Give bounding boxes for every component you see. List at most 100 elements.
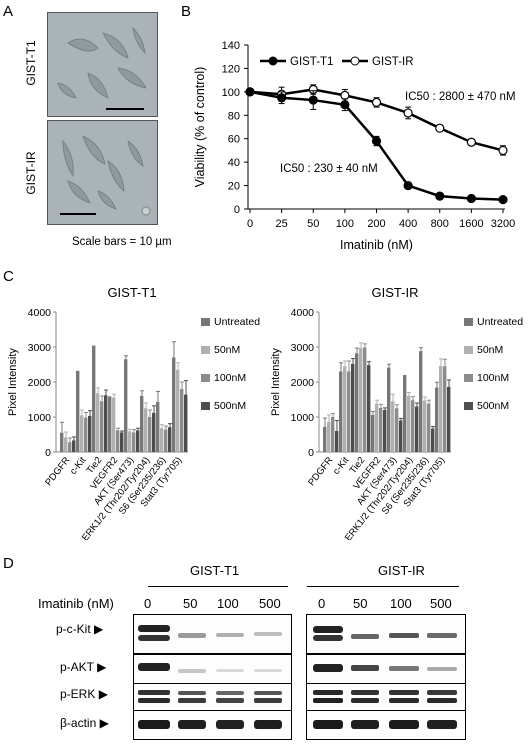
bar-500nm: [136, 430, 140, 452]
data-point-gist-ir: [340, 90, 350, 100]
bar-50nm: [80, 415, 84, 452]
dose-ir-0: 0: [318, 596, 326, 611]
bar-500nm: [152, 412, 156, 452]
bar-untreated: [371, 414, 375, 452]
legend-label: 50nM: [214, 344, 240, 356]
dose-t1-500: 500: [259, 596, 281, 611]
viability-line-chart: 0 20 40 60 80 100 120 140 0 25 50 100 200 400 800 1600 3…: [193, 40, 516, 252]
data-point-gist-ir: [435, 123, 445, 133]
legend-label: 500nM: [214, 400, 246, 412]
bar-100nm: [331, 417, 335, 452]
bar-500nm: [431, 428, 435, 452]
x-tick-label: 200: [367, 218, 385, 230]
bar-untreated: [92, 345, 96, 452]
micrograph-gist-ir: [47, 120, 158, 225]
bar-500nm: [383, 410, 387, 452]
arrow-icon: ▶: [97, 660, 107, 674]
bar-50nm: [128, 431, 132, 452]
data-point-gist-t1: [371, 136, 382, 146]
panel-c-letter: C: [3, 268, 14, 285]
legend-marker: [268, 56, 278, 66]
y-tick-label: 40: [228, 157, 240, 169]
y-tick-label: 3000: [291, 342, 315, 354]
bar-untreated: [140, 396, 144, 452]
panel-b-letter: B: [181, 3, 192, 20]
y-tick-label: 1000: [28, 412, 52, 424]
blot-ir-beta-actin: [306, 710, 466, 740]
legend-swatch: [464, 374, 473, 382]
bar-untreated: [172, 357, 176, 452]
y-tick-label: 2000: [291, 377, 315, 389]
bar-500nm: [168, 427, 172, 452]
y-axis-label: Pixel Intensity: [7, 348, 19, 416]
y-axis-label: Viability (% of control): [193, 67, 207, 188]
cell-line-underline-t1: [148, 586, 288, 587]
row-label-gist-ir: GIST-IR: [24, 151, 38, 195]
protein-label-beta-actin: β-actin ▶: [60, 716, 109, 730]
legend-label: Untreated: [477, 316, 523, 328]
gist-t1-bar-chart: GIST-T1 0 1000 2000 3000 4000 Pixel Intensity P…: [7, 285, 260, 540]
micrograph-gist-t1: [47, 12, 158, 117]
arrow-icon: ▶: [99, 716, 109, 730]
blot-t1-p-c-kit: [133, 614, 292, 654]
panel-d-letter: D: [3, 555, 14, 572]
dose-ir-100: 100: [390, 596, 412, 611]
bar-untreated: [124, 359, 128, 452]
protein-name-p-akt: p-AKT: [60, 660, 94, 674]
bar-untreated: [156, 401, 160, 452]
blot-t1-p-akt: [133, 654, 292, 684]
protein-name-p-c-kit: p-c-Kit: [56, 622, 91, 636]
legend-label: 50nM: [477, 344, 503, 356]
gist-ir-bar-chart: GIST-IR 0 1000 2000 3000 4000 Pixel Intensity P…: [270, 285, 523, 540]
x-tick-label: 100: [336, 218, 354, 230]
bar-50nm: [343, 366, 347, 452]
bar-100nm: [395, 408, 399, 452]
legend-label: GIST-T1: [290, 56, 333, 68]
legend-label: GIST-IR: [372, 56, 414, 68]
data-point-gist-ir: [498, 145, 508, 156]
bar-50nm: [359, 348, 363, 452]
legend-swatch: [464, 402, 473, 410]
x-tick-label: c-Kit: [68, 455, 89, 477]
blot-t1-p-erk: [133, 683, 292, 711]
bar-500nm: [351, 363, 355, 452]
bar-untreated: [355, 353, 359, 452]
bar-500nm: [415, 406, 419, 452]
bar-50nm: [176, 369, 180, 452]
bar-100nm: [427, 403, 431, 452]
blot-t1-beta-actin: [133, 710, 292, 740]
dose-t1-100: 100: [217, 596, 239, 611]
y-tick-label: 20: [228, 181, 240, 193]
bar-500nm: [104, 395, 108, 452]
y-tick-label: 120: [222, 63, 240, 75]
cell-line-underline-ir: [307, 586, 459, 587]
bar-100nm: [164, 429, 168, 452]
micrograph-gist-ir-image: [48, 121, 157, 224]
bar-untreated: [60, 432, 64, 452]
y-tick-label: 80: [228, 110, 240, 122]
bar-500nm: [184, 394, 188, 452]
data-point-gist-ir: [466, 137, 476, 147]
bar-500nm: [88, 415, 92, 452]
protein-label-p-c-kit: p-c-Kit ▶: [56, 622, 103, 636]
y-tick-label: 4000: [28, 307, 52, 319]
ic50-annotation-ir: IC50 : 2800 ± 470 nM: [405, 91, 516, 103]
y-tick-label: 0: [234, 204, 240, 216]
data-point-gist-ir: [371, 97, 382, 108]
y-tick-label: 0: [45, 447, 51, 459]
data-point-gist-t1: [308, 95, 318, 105]
chart-title: GIST-IR: [372, 285, 419, 300]
dose-ir-50: 50: [353, 596, 368, 611]
y-tick-label: 4000: [291, 307, 315, 319]
bar-100nm: [347, 371, 351, 452]
x-tick-label: PDGFR: [306, 455, 335, 488]
bar-100nm: [84, 417, 88, 452]
legend-swatch: [201, 346, 210, 354]
legend-swatch: [201, 374, 210, 382]
x-tick-label: 3200: [491, 218, 515, 230]
legend-swatch: [464, 346, 473, 354]
bar-100nm: [68, 442, 72, 452]
cell-line-label-gist-t1: GIST-T1: [190, 563, 240, 578]
data-point-gist-t1: [403, 180, 413, 191]
bar-500nm: [399, 420, 403, 452]
